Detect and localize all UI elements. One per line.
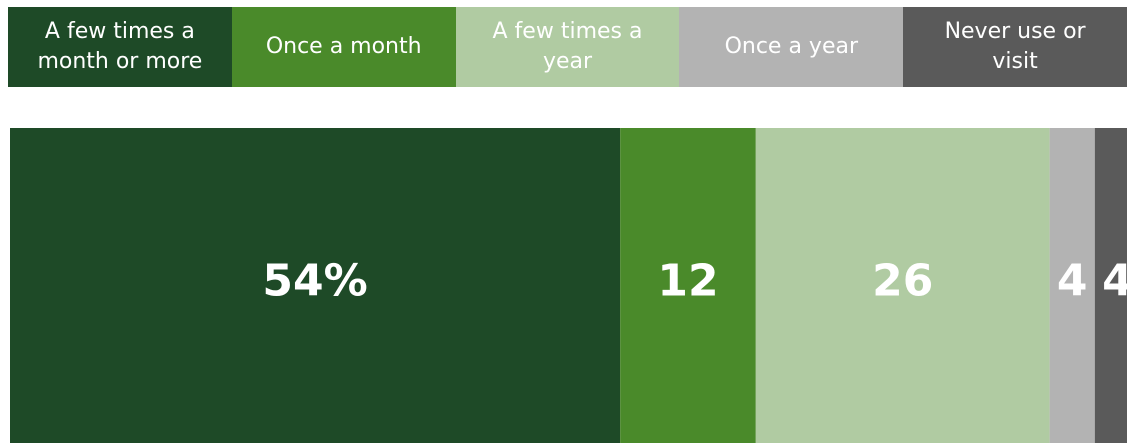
data-label: 12 [657,256,718,307]
legend-entry: Never use or visit [903,7,1127,87]
bar-segment [1094,128,1127,443]
bar-segment [1049,128,1095,443]
legend: A few times a month or more Once a month A… [8,7,1127,87]
data-label: 26 [872,256,933,307]
legend-entry: A few times a month or more [8,7,232,87]
data-label: 4 [1057,256,1088,307]
bar-segment [755,128,1050,443]
bar-segment [620,128,756,443]
data-label: 54% [262,256,367,307]
bar-segment [10,128,621,443]
legend-entry: Once a year [679,7,904,87]
legend-entry: A few times a year [455,7,680,87]
data-label: 4 [1102,256,1127,307]
legend-entry: Once a month [231,7,456,87]
